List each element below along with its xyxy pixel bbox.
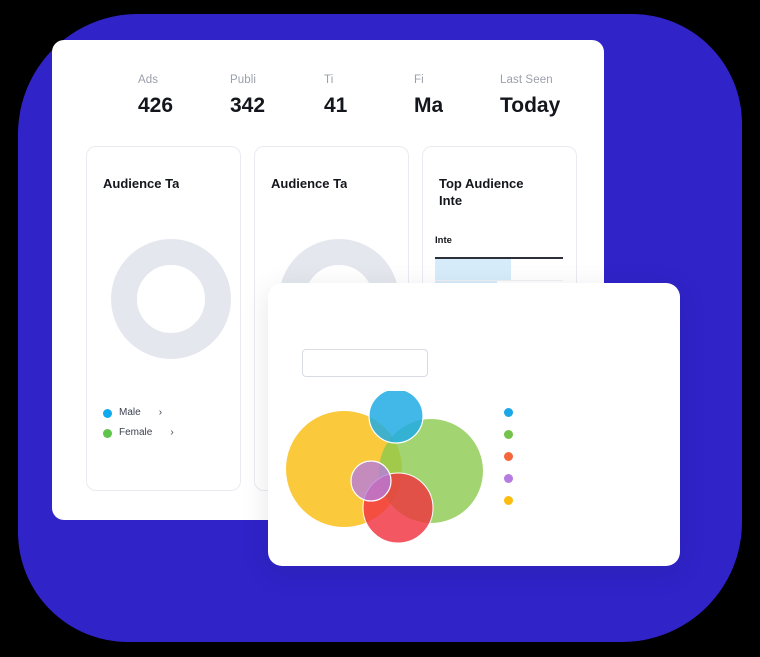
- stat-first: Fi Ma: [414, 73, 443, 118]
- table-header-rule: [435, 257, 563, 259]
- overlay-legend-item-yellow[interactable]: [504, 489, 513, 511]
- legend-item-female[interactable]: Female ›: [103, 423, 174, 443]
- venn-bubble-chart-svg: [286, 388, 483, 544]
- legend-label: Female: [119, 427, 153, 438]
- stat-ads: Ads 426: [138, 73, 173, 118]
- legend-value: ›: [170, 427, 174, 438]
- bubble-purple[interactable]: [350, 460, 392, 502]
- overlay-legend-item-blue[interactable]: [504, 401, 513, 423]
- table-cell-highlight: [435, 259, 511, 281]
- overlay-legend-item-purple[interactable]: [504, 467, 513, 489]
- legend-value: ›: [158, 407, 163, 418]
- stat-time: Ti 41: [324, 73, 347, 118]
- audience-overlap-overlay-panel: [268, 283, 680, 566]
- legend-item-male[interactable]: Male ›: [103, 403, 174, 423]
- donut-chart-placeholder: [111, 239, 231, 359]
- table-column-header-interest: Inte: [435, 235, 452, 246]
- stat-published: Publi 342: [230, 73, 265, 118]
- venn-bubble-chart: [286, 388, 506, 544]
- stat-value: Today: [500, 94, 561, 117]
- stat-value: 426: [138, 94, 174, 117]
- table-row-divider: [435, 280, 563, 281]
- legend-color-dot: [504, 429, 513, 439]
- stat-label: Last Seen: [500, 74, 553, 86]
- panel-title: Audience Ta: [103, 176, 180, 191]
- legend-color-dot: [103, 408, 112, 418]
- search-input[interactable]: [302, 349, 428, 377]
- stat-label: Publi: [230, 74, 257, 86]
- panel-title: Top Audience Inte: [439, 176, 524, 208]
- stat-label: Ads: [138, 74, 159, 86]
- overlay-legend: [504, 401, 513, 511]
- legend-color-dot: [504, 407, 513, 417]
- legend-label: Male: [119, 407, 141, 418]
- donut-legend: Male › Female ›: [103, 403, 174, 443]
- stat-value: 41: [324, 94, 348, 117]
- legend-color-dot: [504, 473, 513, 483]
- stat-value: Ma: [414, 94, 444, 117]
- panel-title: Audience Ta: [271, 176, 348, 191]
- panel-audience-targeting-1[interactable]: Audience Ta Male › Female ›: [86, 146, 241, 491]
- stat-last-seen: Last Seen Today: [500, 73, 560, 118]
- stats-summary-row: Ads 426 Publi 342 Ti 41 Fi Ma Last Seen …: [52, 40, 604, 150]
- overlay-legend-item-green[interactable]: [504, 423, 513, 445]
- bubble-blue[interactable]: [368, 388, 424, 444]
- legend-color-dot: [504, 451, 513, 461]
- legend-color-dot: [504, 495, 513, 505]
- table-row[interactable]: [435, 259, 563, 281]
- overlay-legend-item-orange[interactable]: [504, 445, 513, 467]
- stat-value: 342: [230, 94, 266, 117]
- stat-label: Ti: [324, 74, 334, 86]
- legend-color-dot: [103, 428, 112, 438]
- stat-label: Fi: [414, 74, 424, 86]
